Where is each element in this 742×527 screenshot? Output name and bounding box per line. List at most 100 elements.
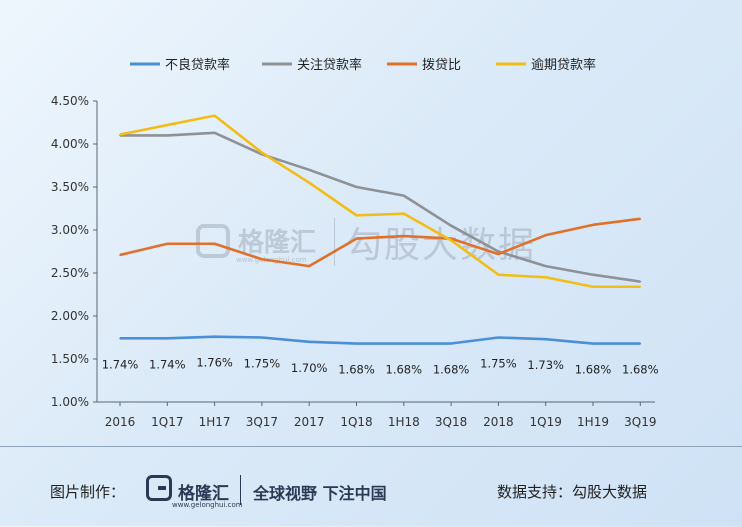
footer-support-label: 数据支持： — [497, 483, 573, 501]
data-label: 1.68% — [338, 363, 375, 377]
data-point — [497, 253, 500, 255]
series-line-1 — [120, 335, 641, 345]
watermark-logo-icon — [196, 224, 230, 258]
x-tick-label: 1H19 — [577, 415, 609, 429]
data-label: 1.74% — [102, 357, 139, 371]
data-point — [403, 212, 405, 215]
data-label: 1.74% — [149, 357, 186, 371]
data-label: 1.68% — [386, 363, 423, 377]
watermark-brand2: 勾股大数据 — [346, 225, 537, 266]
data-point — [261, 258, 263, 261]
x-tick-label: 2018 — [483, 415, 514, 429]
data-point — [450, 239, 452, 242]
data-label: 1.70% — [291, 361, 328, 375]
data-point — [403, 194, 405, 197]
y-tick-label: 3.50% — [51, 180, 89, 194]
y-tick-label: 3.00% — [51, 223, 89, 237]
footer: 图片制作： 格隆汇 www.gelonghui.com 全球视野 下注中国 数据… — [0, 446, 742, 527]
data-point — [497, 336, 500, 339]
data-label: 1.76% — [196, 356, 233, 370]
y-tick-label: 1.00% — [51, 395, 89, 409]
x-tick-label: 1H18 — [388, 415, 420, 429]
x-tick-label: 2017 — [294, 415, 325, 429]
data-point — [213, 114, 216, 117]
footer-credit-label: 图片制作： — [50, 483, 126, 501]
data-point — [497, 273, 500, 276]
y-tick-label: 4.50% — [51, 94, 89, 108]
x-tick-label: 3Q17 — [246, 415, 278, 429]
footer-brand: 格隆汇 — [178, 484, 229, 504]
data-label: 1.68% — [622, 363, 659, 377]
data-point — [639, 342, 642, 345]
footer-divider — [240, 475, 241, 505]
data-point — [592, 224, 594, 226]
data-point — [119, 254, 121, 256]
data-point — [261, 336, 263, 339]
y-tick-label: 1.50% — [51, 352, 89, 366]
legend-label: 不良贷款率 — [165, 57, 230, 73]
x-tick-label: 1Q19 — [530, 415, 562, 429]
watermark-brand: 格隆汇 — [238, 228, 317, 258]
data-point — [166, 124, 169, 126]
data-point — [544, 265, 547, 267]
data-point — [639, 218, 642, 220]
data-point — [544, 234, 547, 236]
data-point — [450, 342, 452, 345]
legend-label: 关注贷款率 — [297, 57, 362, 73]
footer-support: 数据支持：勾股大数据 — [497, 481, 647, 502]
x-tick-label: 2016 — [105, 415, 136, 429]
data-label: 1.68% — [575, 363, 612, 377]
y-tick-label: 4.00% — [51, 137, 89, 151]
data-point — [592, 285, 594, 288]
data-point — [166, 337, 169, 340]
data-point — [403, 235, 405, 237]
data-point — [355, 186, 358, 188]
data-point — [213, 132, 216, 134]
x-tick-label: 1Q18 — [340, 415, 372, 429]
data-point — [119, 133, 121, 136]
data-point — [308, 169, 311, 171]
x-tick-label: 1Q17 — [151, 415, 183, 429]
legend-label: 逾期贷款率 — [531, 57, 596, 73]
data-label: 1.68% — [433, 363, 470, 377]
series-line-2 — [120, 131, 641, 283]
data-point — [119, 337, 121, 340]
x-tick-label: 3Q19 — [624, 415, 656, 429]
watermark-divider — [334, 218, 335, 266]
series-line-4 — [119, 114, 641, 289]
data-point — [308, 265, 311, 267]
gelonghui-logo-icon — [146, 475, 172, 501]
data-point — [450, 224, 452, 227]
y-tick-label: 2.00% — [51, 309, 89, 323]
data-point — [497, 250, 500, 253]
data-point — [355, 237, 358, 240]
data-point — [166, 242, 169, 245]
x-tick-label: 3Q18 — [435, 415, 467, 429]
footer-brand-sub: www.gelonghui.com — [172, 501, 243, 509]
data-point — [592, 273, 594, 276]
x-tick-label: 1H17 — [199, 415, 231, 429]
data-point — [308, 341, 311, 343]
data-point — [639, 280, 642, 283]
data-point — [213, 242, 216, 245]
data-point — [355, 342, 358, 345]
series-line-3 — [119, 217, 641, 268]
data-point — [403, 342, 405, 345]
data-point — [355, 214, 358, 217]
data-point — [639, 285, 642, 288]
data-point — [261, 151, 263, 154]
data-point — [544, 338, 547, 341]
data-label: 1.73% — [527, 358, 564, 372]
y-tick-label: 2.50% — [51, 266, 89, 280]
legend-label: 拨贷比 — [422, 58, 461, 73]
data-point — [544, 276, 547, 279]
footer-support-value: 勾股大数据 — [572, 483, 648, 501]
data-label: 1.75% — [244, 357, 281, 371]
data-point — [213, 335, 216, 338]
line-chart: 4.50% 4.00% 3.50% 3.00% 2.50% 2.00% 1.50% 1.00%… — [51, 57, 659, 429]
data-point — [166, 134, 169, 137]
data-point — [592, 342, 594, 345]
footer-slogan: 全球视野 下注中国 — [253, 484, 387, 503]
data-label: 1.75% — [480, 357, 517, 371]
data-point — [308, 181, 311, 184]
